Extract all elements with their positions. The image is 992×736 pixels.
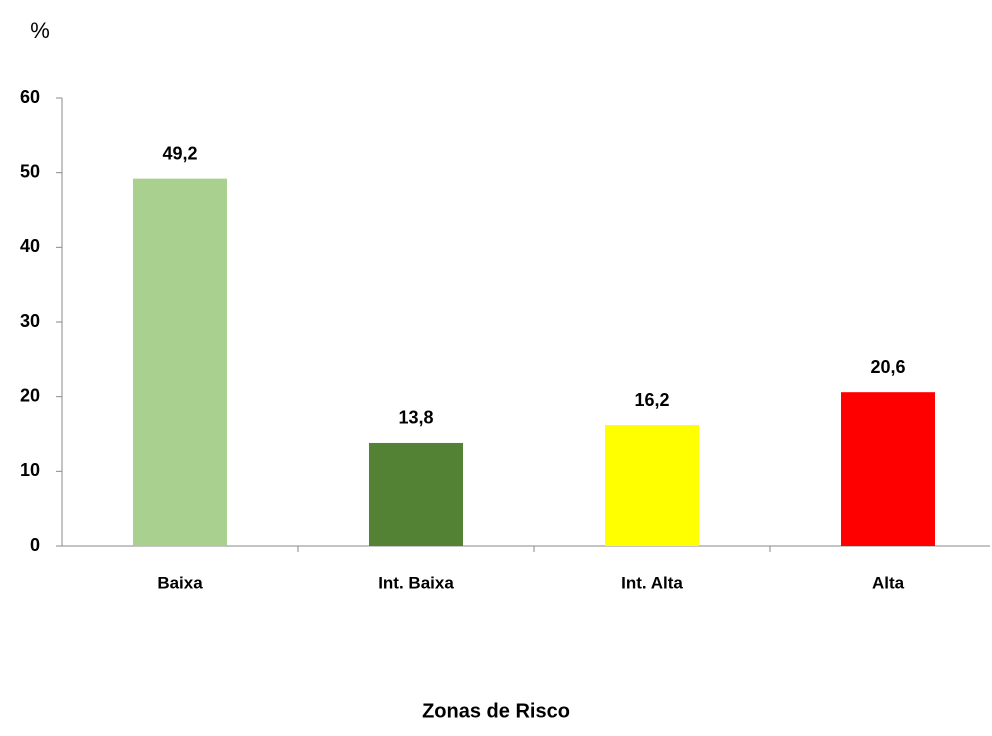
y-tick-label: 0 [30,535,40,555]
value-label: 16,2 [634,390,669,410]
x-axis-label: Zonas de Risco [422,700,570,722]
y-axis-label: % [30,18,50,43]
y-tick-label: 30 [20,311,40,331]
value-label: 13,8 [398,408,433,428]
x-tick-label: Int. Baixa [378,573,454,592]
x-tick-label: Int. Alta [621,573,683,592]
value-label: 49,2 [162,143,197,163]
y-tick-label: 10 [20,460,40,480]
x-tick-label: Alta [872,573,905,592]
x-tick-label: Baixa [157,573,203,592]
y-tick-label: 20 [20,385,40,405]
bar [133,178,227,546]
bar [369,442,463,546]
bar [605,425,699,546]
y-tick-label: 40 [20,236,40,256]
value-label: 20,6 [870,357,905,377]
y-tick-label: 60 [20,87,40,107]
bar [841,392,935,546]
y-tick-label: 50 [20,161,40,181]
